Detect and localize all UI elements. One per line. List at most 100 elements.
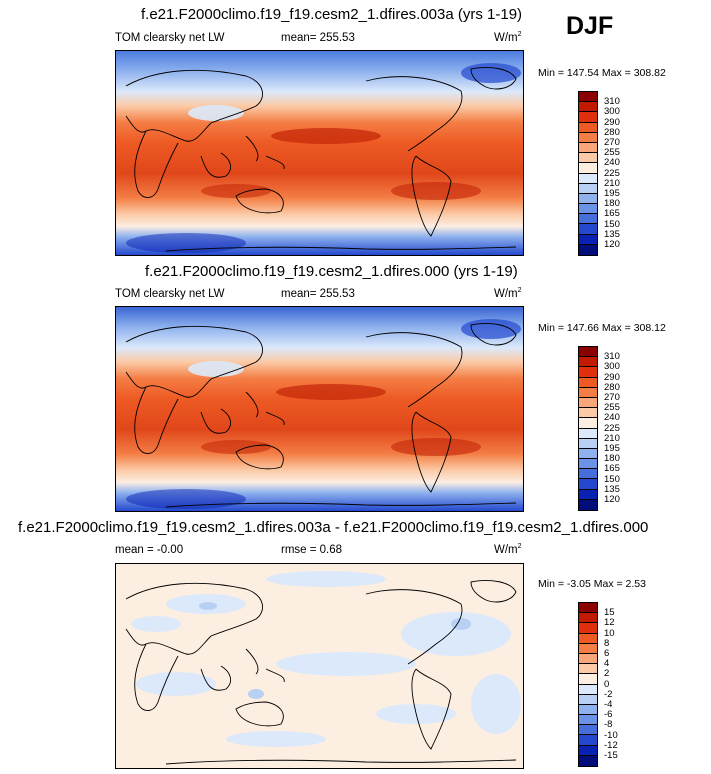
panel-3-colorbar-label-13: -12 <box>604 739 618 751</box>
panel-2-mean-label: mean= 255.53 <box>281 288 355 300</box>
panel-1-colorbar-swatch-1 <box>579 102 597 113</box>
panel-2-colorbar-swatch-2 <box>579 367 597 378</box>
panel-1-colorbar-swatch-7 <box>579 163 597 174</box>
panel-3-colorbar-label-4: 6 <box>604 648 610 659</box>
panel-1-warm-core-north <box>271 128 381 144</box>
panel-3-colorbar-swatch-1 <box>579 613 597 624</box>
panel-2-background-field <box>116 307 523 511</box>
panel-1-mean-label: mean= 255.53 <box>281 32 355 44</box>
panel-3-colorbar <box>578 602 598 767</box>
panel-1-tibet-cold <box>188 105 244 121</box>
panel-3-negative-anomalies <box>131 571 521 747</box>
panel-3-colorbar-swatch-12 <box>579 725 597 736</box>
panel-3-colorbar-swatch-9 <box>579 694 597 705</box>
panel-1-colorbar-label-2: 290 <box>604 116 620 128</box>
panel-1-arctic-cold <box>461 63 521 83</box>
panel-2-map <box>115 306 524 512</box>
panel-2-colorbar-label-7: 225 <box>604 422 620 434</box>
panel-1-colorbar <box>578 91 598 256</box>
panel-2-colorbar-label-8: 210 <box>604 432 620 444</box>
panel-1-colorbar-swatch-2 <box>579 112 597 123</box>
panel-3-colorbar-swatch-13 <box>579 735 597 746</box>
panel-3-title: f.e21.F2000climo.f19_f19.cesm2_1.dfires.… <box>18 519 649 536</box>
panel-3-colorbar-swatch-14 <box>579 745 597 756</box>
panel-3-colorbar-swatch-15 <box>579 755 597 766</box>
panel-1-colorbar-label-3: 280 <box>604 126 620 138</box>
panel-2-colorbar-swatch-7 <box>579 418 597 429</box>
panel-3-colorbar-swatch-6 <box>579 664 597 675</box>
panel-1-colorbar-swatch-9 <box>579 183 597 194</box>
panel-2-colorbar-label-13: 135 <box>604 483 620 495</box>
panel-1-colorbar-swatch-11 <box>579 204 597 215</box>
panel-1-colorbar-swatch-0 <box>579 92 597 103</box>
panel-1-colorbar-label-0: 310 <box>604 96 620 108</box>
panel-3-colorbar-swatch-7 <box>579 674 597 685</box>
panel-3-colorbar-label-3: 8 <box>604 637 610 649</box>
panel-3-mean-label: mean = -0.00 <box>115 544 184 556</box>
panel-3-colorbar-label-8: -2 <box>604 688 613 700</box>
panel-2-warm-core-indian <box>201 440 271 454</box>
panel-1-map <box>115 50 524 256</box>
panel-1-colorbar-label-7: 225 <box>604 167 620 179</box>
panel-1-colorbar-label-12: 150 <box>604 218 620 230</box>
panel-1-colorbar-swatch-15 <box>579 244 597 255</box>
panel-2-colorbar-swatch-13 <box>579 479 597 490</box>
panel-2-colorbar-label-5: 255 <box>604 402 620 414</box>
panel-3-colorbar-swatch-0 <box>579 603 597 614</box>
panel-3-colorbar-swatch-8 <box>579 684 597 695</box>
panel-1-colorbar-label-5: 255 <box>604 147 620 159</box>
panel-2-colorbar-swatch-0 <box>579 347 597 358</box>
panel-3-colorbar-swatch-10 <box>579 704 597 716</box>
panel-1-colorbar-swatch-6 <box>579 153 597 164</box>
panel-1-colorbar-label-6: 240 <box>604 157 620 169</box>
panel-3-colorbar-label-2: 10 <box>604 627 615 639</box>
panel-2-field-label: TOM clearsky net LW <box>115 288 225 300</box>
panel-2-colorbar-label-11: 165 <box>604 463 620 475</box>
panel-1-colorbar-label-11: 165 <box>604 208 620 220</box>
panel-2-colorbar-label-0: 310 <box>604 351 620 363</box>
panel-3-colorbar-label-11: -8 <box>604 719 613 731</box>
panel-2-colorbar-swatch-9 <box>579 438 597 449</box>
panel-3-min-max: Min = -3.05 Max = 2.53 <box>538 578 646 590</box>
panel-1-colorbar-label-8: 210 <box>604 177 620 189</box>
panel-3-map <box>115 563 524 769</box>
panel-3-colorbar-swatch-5 <box>579 653 597 665</box>
panel-2-coastlines <box>125 323 517 508</box>
panel-2-colorbar-swatch-3 <box>579 377 597 388</box>
panel-2-colorbar-swatch-12 <box>579 469 597 480</box>
panel-2-tibet-cold <box>188 361 244 377</box>
panel-2-colorbar-label-6: 240 <box>604 412 620 424</box>
panel-1-colorbar-swatch-13 <box>579 224 597 235</box>
panel-3-colorbar-label-9: -4 <box>604 699 613 710</box>
panel-3-colorbar-swatch-2 <box>579 623 597 634</box>
panel-1-map-svg <box>116 51 523 255</box>
panel-2-colorbar-label-3: 280 <box>604 381 620 393</box>
panel-2-colorbar-label-12: 150 <box>604 473 620 485</box>
panel-2-colorbar-label-14: 120 <box>604 494 620 505</box>
panel-1-colorbar-label-4: 270 <box>604 137 620 148</box>
panel-2-colorbar-swatch-5 <box>579 397 597 409</box>
panel-3-colorbar-label-6: 2 <box>604 668 610 680</box>
panel-1-title: f.e21.F2000climo.f19_f19.cesm2_1.dfires.… <box>141 6 523 23</box>
panel-2-warm-core-south <box>391 438 481 456</box>
panel-1-colorbar-swatch-12 <box>579 214 597 225</box>
panel-1-min-max: Min = 147.54 Max = 308.82 <box>538 67 666 79</box>
panel-1-colorbar-label-10: 180 <box>604 198 620 210</box>
panel-3-colorbar-label-0: 15 <box>604 607 615 619</box>
panel-3-colorbar-label-14: -15 <box>604 750 618 761</box>
panel-2-colorbar-swatch-1 <box>579 357 597 368</box>
panel-1-colorbar-swatch-5 <box>579 142 597 154</box>
panel-1-coastlines <box>125 67 517 252</box>
panel-2-units: W/m2 <box>494 287 522 300</box>
panel-2-colorbar-swatch-10 <box>579 448 597 460</box>
panel-3-units: W/m2 <box>494 543 522 556</box>
panel-1-field-label: TOM clearsky net LW <box>115 32 225 44</box>
panel-3-coastlines <box>125 580 517 765</box>
panel-3-colorbar-label-10: -6 <box>604 709 613 721</box>
panel-3-colorbar-label-12: -10 <box>604 729 618 741</box>
panel-2-colorbar-swatch-8 <box>579 428 597 439</box>
panel-2-colorbar-swatch-14 <box>579 489 597 500</box>
panel-3-colorbar-label-1: 12 <box>604 617 615 629</box>
panel-2-colorbar-label-9: 195 <box>604 443 620 454</box>
panel-3-colorbar-swatch-11 <box>579 715 597 726</box>
